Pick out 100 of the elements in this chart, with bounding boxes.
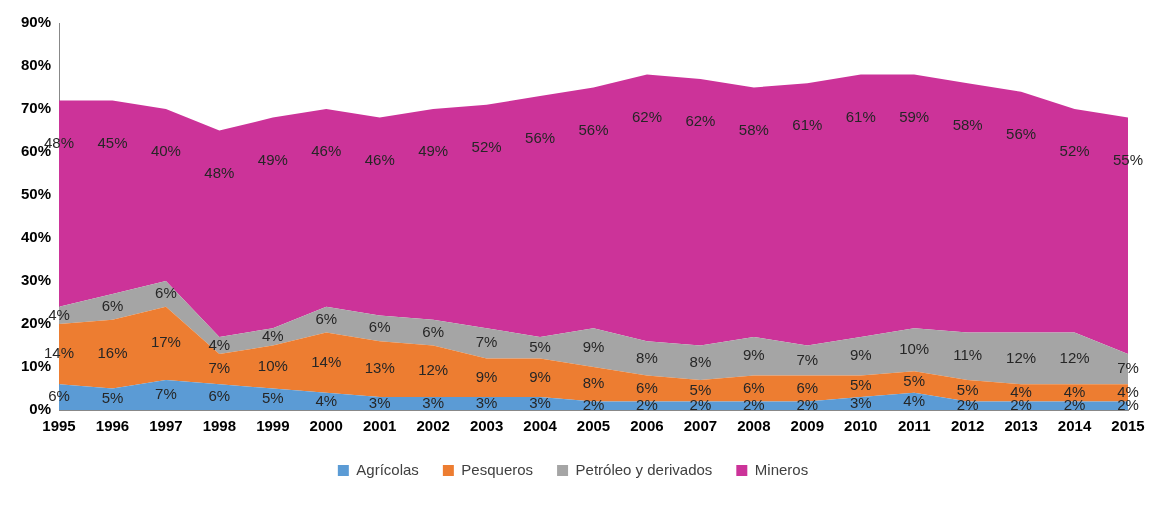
data-label: 9% xyxy=(743,346,765,364)
data-label: 6% xyxy=(796,378,819,396)
data-label: 6% xyxy=(101,296,124,314)
data-label: 8% xyxy=(636,348,658,366)
data-label: 6% xyxy=(636,378,658,396)
data-label: 5% xyxy=(261,389,284,407)
x-tick-label: 2014 xyxy=(1057,417,1092,435)
data-label: 16% xyxy=(97,344,128,362)
data-label: 8% xyxy=(582,374,605,392)
data-label: 56% xyxy=(525,129,556,147)
data-label: 7% xyxy=(796,350,819,368)
x-tick-label: 1996 xyxy=(95,417,130,435)
data-label: 4% xyxy=(1063,382,1086,400)
x-tick-label: 2003 xyxy=(469,417,504,435)
data-label: 62% xyxy=(685,112,716,130)
data-label: 56% xyxy=(1006,124,1037,142)
data-label: 45% xyxy=(97,133,128,151)
data-label: 12% xyxy=(1059,348,1090,366)
data-label: 2% xyxy=(743,395,765,413)
x-tick-label: 2005 xyxy=(576,417,611,435)
data-label: 3% xyxy=(422,393,445,411)
y-tick-label: 50% xyxy=(20,185,52,203)
data-label: 4% xyxy=(1117,382,1139,400)
data-label: 5% xyxy=(956,380,979,398)
legend-label: Pesqueros xyxy=(461,460,534,478)
data-label: 4% xyxy=(315,391,338,409)
data-label: 49% xyxy=(257,150,288,168)
data-label: 5% xyxy=(689,380,712,398)
data-label: 6% xyxy=(422,322,445,340)
data-label: 10% xyxy=(899,339,930,357)
x-tick-label: 2008 xyxy=(737,417,771,435)
data-label: 49% xyxy=(418,142,449,160)
data-label: 7% xyxy=(208,359,231,377)
data-label: 9% xyxy=(475,367,498,385)
x-tick-label: 1998 xyxy=(202,417,237,435)
y-tick-label: 40% xyxy=(20,228,52,246)
data-label: 3% xyxy=(368,393,391,411)
data-label: 6% xyxy=(155,284,177,302)
y-tick-label: 10% xyxy=(20,357,52,375)
y-tick-label: 0% xyxy=(29,400,52,418)
data-label: 58% xyxy=(738,120,769,138)
data-label: 2% xyxy=(796,395,819,413)
data-label: 7% xyxy=(155,385,177,403)
data-label: 12% xyxy=(418,361,449,379)
data-label: 14% xyxy=(311,352,342,370)
data-label: 58% xyxy=(952,116,983,134)
data-label: 6% xyxy=(743,378,765,396)
data-label: 52% xyxy=(1059,142,1090,160)
x-tick-label: 2002 xyxy=(416,417,450,435)
data-label: 5% xyxy=(849,376,872,394)
legend-label: Agrícolas xyxy=(356,460,419,478)
x-tick-label: 2013 xyxy=(1004,417,1038,435)
x-tick-label: 1995 xyxy=(42,417,76,435)
x-tick-label: 2004 xyxy=(523,417,558,435)
data-label: 46% xyxy=(311,142,342,160)
data-label: 7% xyxy=(475,333,498,351)
x-tick-label: 1997 xyxy=(149,417,183,435)
x-tick-label: 2009 xyxy=(790,417,824,435)
data-label: 12% xyxy=(1006,348,1037,366)
data-label: 48% xyxy=(204,163,235,181)
data-label: 7% xyxy=(1117,359,1139,377)
data-label: 3% xyxy=(529,393,551,411)
data-label: 3% xyxy=(475,393,498,411)
data-label: 52% xyxy=(471,137,502,155)
data-label: 4% xyxy=(1010,382,1032,400)
x-tick-label: 2006 xyxy=(630,417,664,435)
x-tick-label: 2011 xyxy=(897,417,931,435)
data-label: 46% xyxy=(364,150,395,168)
data-label: 2% xyxy=(956,395,979,413)
y-tick-label: 70% xyxy=(20,99,52,117)
data-label: 11% xyxy=(953,346,983,364)
data-label: 5% xyxy=(903,372,926,390)
data-label: 9% xyxy=(529,367,551,385)
x-tick-label: 2007 xyxy=(683,417,718,435)
data-label: 4% xyxy=(903,391,926,409)
data-label: 56% xyxy=(578,120,609,138)
legend-label: Petróleo y derivados xyxy=(575,460,713,478)
x-tick-label: 2000 xyxy=(309,417,343,435)
data-label: 61% xyxy=(845,107,876,125)
legend-label: Mineros xyxy=(754,460,809,478)
x-tick-label: 2015 xyxy=(1111,417,1145,435)
x-tick-label: 1999 xyxy=(256,417,290,435)
data-label: 6% xyxy=(315,309,338,327)
data-label: 3% xyxy=(849,393,872,411)
data-label: 40% xyxy=(150,142,181,160)
data-label: 8% xyxy=(689,352,712,370)
x-tick-label: 2010 xyxy=(844,417,878,435)
x-tick-label: 2012 xyxy=(950,417,985,435)
data-label: 4% xyxy=(208,335,231,353)
data-label: 9% xyxy=(849,346,872,364)
data-label: 2% xyxy=(582,395,605,413)
data-label: 6% xyxy=(368,318,391,336)
data-label: 17% xyxy=(150,333,181,351)
data-label: 61% xyxy=(792,116,823,134)
data-label: 10% xyxy=(257,357,288,375)
data-label: 55% xyxy=(1112,150,1144,168)
data-label: 2% xyxy=(636,395,658,413)
data-label: 5% xyxy=(101,389,124,407)
y-tick-label: 30% xyxy=(20,271,52,289)
data-label: 2% xyxy=(689,395,712,413)
